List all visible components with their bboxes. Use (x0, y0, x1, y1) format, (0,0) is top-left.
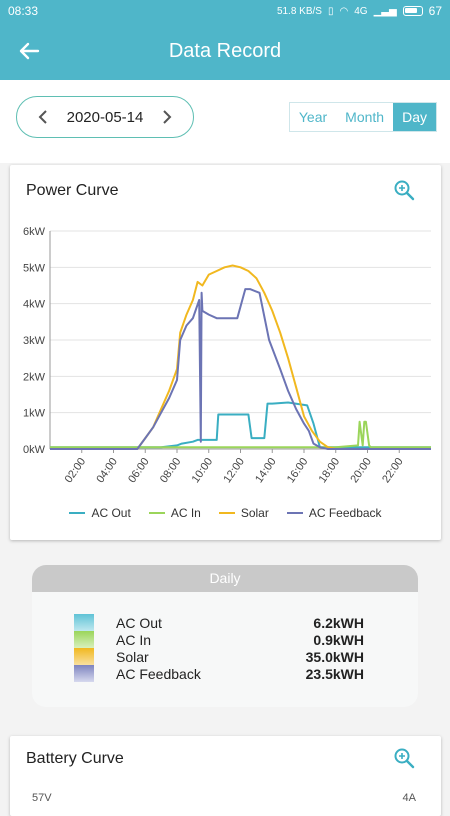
y-tick-label: 5kW (23, 262, 46, 274)
series-line-solar (50, 264, 431, 450)
x-tick-label: 02:00 (63, 456, 89, 485)
period-tabs: Year Month Day (288, 102, 437, 132)
legend-ac-out[interactable]: AC Out (69, 506, 131, 520)
x-tick-label: 08:00 (158, 456, 184, 485)
daily-value: 6.2kWH (313, 614, 364, 631)
wifi-icon: ◠ (339, 5, 349, 17)
daily-label: AC In (116, 631, 152, 648)
daily-summary: Daily AC Out 6.2kWH AC In 0.9kWH Solar 3… (32, 565, 418, 707)
daily-label: AC Feedback (116, 665, 201, 682)
zoom-icon[interactable] (393, 747, 415, 769)
date-selector: 2020-05-14 (16, 96, 194, 138)
y-tick-label: 6kW (23, 226, 46, 238)
legend-swatch (218, 512, 235, 514)
y-tick-label: 2kW (23, 371, 46, 383)
daily-row-ac-out: AC Out 6.2kWH (74, 614, 364, 631)
battery-right-tick: 4A (402, 792, 416, 804)
color-swatch (74, 648, 94, 665)
daily-title: Daily (32, 565, 418, 592)
y-tick-label: 1kW (23, 408, 46, 420)
battery-curve-title: Battery Curve (26, 750, 124, 767)
y-axis-ticks: 0kW 1kW 2kW 3kW 4kW 5kW 6kW (23, 226, 46, 456)
legend-label: AC Feedback (308, 506, 382, 520)
signal-label: 4G (354, 5, 368, 17)
vibrate-icon: ▯ (327, 5, 334, 17)
power-curve-title: Power Curve (26, 182, 119, 199)
x-tick-label: 10:00 (190, 456, 216, 485)
x-tick-label: 22:00 (380, 456, 406, 485)
legend-swatch (286, 512, 303, 514)
x-tick-label: 06:00 (126, 456, 152, 485)
daily-value: 0.9kWH (313, 631, 364, 648)
tab-day[interactable]: Day (393, 103, 436, 131)
tab-year[interactable]: Year (289, 103, 337, 131)
legend-label: Solar (240, 506, 269, 520)
daily-label: AC Out (116, 614, 162, 631)
power-curve-card: Power Curve 0kW 1kW 2kW 3kW 4kW 5kW 6kW 02:00 0… (10, 165, 441, 540)
daily-value: 35.0kWH (305, 648, 364, 665)
legend-swatch (148, 512, 165, 514)
back-arrow-icon[interactable] (16, 38, 42, 64)
x-tick-label: 12:00 (221, 456, 247, 485)
battery-icon (402, 6, 423, 16)
y-tick-label: 4kW (23, 299, 46, 311)
chart-legend: AC Out AC In Solar AC Feedback (10, 506, 441, 520)
legend-ac-feedback[interactable]: AC Feedback (286, 506, 382, 520)
y-tick-label: 3kW (23, 335, 46, 347)
page-title: Data Record (168, 39, 282, 62)
series-line-ac-in (50, 420, 431, 449)
chart-grid (49, 230, 431, 453)
series-line-ac-out (50, 401, 431, 449)
legend-ac-in[interactable]: AC In (148, 506, 201, 520)
x-tick-label: 04:00 (94, 456, 120, 485)
tab-month[interactable]: Month (336, 103, 394, 131)
chevron-left-icon[interactable] (37, 109, 49, 125)
daily-value: 23.5kWH (305, 665, 364, 682)
series-line-ac-feedback (50, 288, 431, 450)
net-speed: 51.8 KB/S (276, 5, 322, 17)
battery-level: 67 (428, 4, 442, 18)
selected-date[interactable]: 2020-05-14 (66, 108, 144, 126)
power-curve-chart: 0kW 1kW 2kW 3kW 4kW 5kW 6kW 02:00 04:00 06:00 08:… (23, 226, 431, 485)
x-tick-label: 18:00 (317, 456, 343, 485)
x-tick-label: 16:00 (285, 456, 311, 485)
x-tick-label: 20:00 (348, 456, 374, 485)
color-swatch (74, 665, 94, 682)
status-bar: 08:33 51.8 KB/S ▯ ◠ 4G ▁▃▅ 67 (0, 0, 450, 22)
chevron-right-icon[interactable] (161, 109, 173, 125)
battery-curve-card: Battery Curve 57V 4A (10, 736, 441, 816)
daily-label: Solar (116, 648, 149, 665)
zoom-icon[interactable] (393, 179, 415, 201)
signal-icon: ▁▃▅ (373, 5, 397, 17)
date-controls: 2020-05-14 Year Month Day (0, 80, 450, 163)
color-swatch (74, 631, 94, 648)
daily-row-ac-in: AC In 0.9kWH (74, 631, 364, 648)
legend-label: AC In (170, 506, 201, 520)
legend-swatch (69, 512, 86, 514)
status-time: 08:33 (8, 4, 39, 18)
y-tick-label: 0kW (23, 444, 46, 456)
daily-row-solar: Solar 35.0kWH (74, 648, 364, 665)
x-tick-label: 14:00 (253, 456, 279, 485)
legend-solar[interactable]: Solar (218, 506, 269, 520)
app-bar: Data Record (0, 22, 450, 80)
chart-series (50, 264, 431, 450)
daily-row-ac-feedback: AC Feedback 23.5kWH (74, 665, 364, 682)
color-swatch (74, 614, 94, 631)
x-axis-ticks: 02:00 04:00 06:00 08:00 10:00 12:00 14:00 16:00… (63, 456, 406, 485)
legend-label: AC Out (91, 506, 131, 520)
battery-left-tick: 57V (32, 792, 52, 804)
